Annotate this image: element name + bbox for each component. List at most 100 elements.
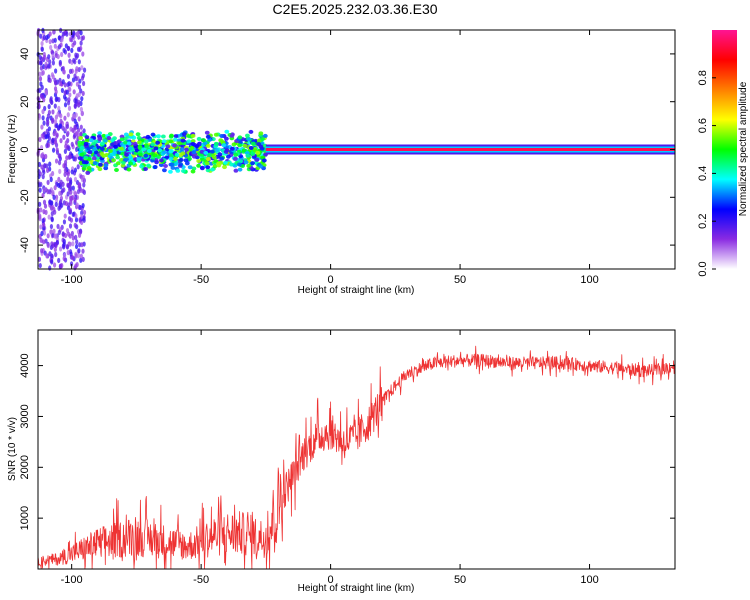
- noise-cell: [73, 156, 78, 162]
- signal-cell: [143, 153, 149, 158]
- noise-cell: [75, 93, 79, 99]
- signal-cell: [154, 160, 159, 165]
- signal-cell: [191, 150, 197, 155]
- noise-cell: [80, 65, 84, 71]
- noise-cell: [39, 144, 44, 151]
- noise-cell: [71, 113, 76, 119]
- signal-cell: [229, 133, 235, 138]
- spectrogram-panel: -100 -50 0 50 100 -40 -20 0 20 40 Height of stra…: [7, 27, 676, 296]
- signal-cell: [173, 162, 178, 167]
- colorbar-tick-label: 0.8: [697, 70, 709, 85]
- signal-cell: [172, 156, 178, 161]
- signal-cell: [86, 165, 92, 170]
- signal-cell: [128, 132, 134, 137]
- signal-cell: [205, 156, 211, 161]
- noise-cell: [81, 90, 85, 97]
- noise-cell: [57, 182, 61, 188]
- noise-cell: [50, 99, 54, 105]
- noise-cell: [71, 127, 75, 133]
- signal-cell: [172, 143, 177, 148]
- noise-cell: [44, 90, 48, 96]
- signal-cell: [137, 140, 142, 145]
- noise-cell: [66, 130, 70, 136]
- noise-cell: [60, 202, 64, 208]
- noise-cell: [71, 185, 75, 191]
- signal-cell: [216, 161, 222, 166]
- snr-x-tick-label: 0: [328, 574, 334, 586]
- signal-cell: [237, 135, 243, 140]
- signal-cell: [184, 147, 189, 152]
- noise-cell: [54, 158, 59, 164]
- noise-cell: [68, 223, 73, 229]
- noise-cell: [38, 87, 42, 93]
- signal-cell: [158, 163, 164, 168]
- signal-cell: [228, 162, 234, 167]
- noise-cell: [51, 243, 55, 249]
- signal-cell: [246, 137, 252, 142]
- signal-cell: [204, 161, 210, 166]
- noise-cell: [50, 211, 54, 217]
- signal-cell: [231, 142, 237, 147]
- noise-cell: [42, 239, 46, 245]
- noise-cell: [74, 54, 78, 60]
- noise-cell: [67, 81, 71, 87]
- signal-cell: [233, 152, 239, 157]
- noise-cell: [43, 163, 47, 169]
- noise-cell: [65, 31, 69, 37]
- noise-cell: [53, 119, 58, 125]
- noise-cell: [46, 113, 51, 119]
- noise-cell: [50, 259, 54, 265]
- signal-cell: [189, 145, 195, 150]
- noise-cell: [58, 122, 63, 128]
- signal-cell: [162, 168, 167, 173]
- signal-cell: [146, 163, 151, 168]
- signal-cell: [194, 144, 200, 149]
- snr-frame: [37, 329, 676, 570]
- noise-cell: [79, 124, 83, 130]
- noise-cell: [53, 37, 57, 43]
- signal-cell: [82, 163, 88, 168]
- signal-cell: [222, 165, 227, 170]
- signal-cell: [233, 156, 238, 161]
- signal-cell: [155, 140, 161, 145]
- noise-cell: [42, 199, 47, 205]
- noise-cell: [39, 33, 43, 39]
- signal-cell: [163, 163, 168, 168]
- signal-cell: [88, 138, 94, 143]
- noise-cell: [82, 67, 87, 73]
- noise-cell: [60, 263, 64, 269]
- signal-cell: [173, 134, 179, 139]
- snr-y-tick-label: 2000: [19, 455, 31, 479]
- noise-cell: [59, 118, 63, 124]
- noise-cell: [52, 29, 56, 35]
- noise-cell: [81, 51, 85, 57]
- signal-cell: [128, 161, 134, 166]
- signal-cell: [248, 145, 254, 150]
- noise-cell: [66, 191, 70, 197]
- signal-cell: [241, 148, 247, 153]
- signal-cell: [254, 157, 260, 162]
- signal-cell: [99, 151, 105, 156]
- noise-cell: [50, 205, 54, 211]
- noise-cell: [49, 176, 53, 183]
- noise-cell: [42, 209, 46, 215]
- noise-cell: [48, 161, 52, 167]
- signal-cell: [86, 146, 91, 151]
- signal-cell: [223, 160, 228, 165]
- noise-cell: [67, 216, 72, 222]
- spectrogram-x-tick-label: 0: [328, 274, 334, 286]
- snr-y-tick-label: 4000: [19, 353, 31, 377]
- signal-cell: [205, 143, 211, 148]
- signal-cell: [161, 150, 167, 155]
- noise-cell: [48, 31, 52, 37]
- noise-cell: [40, 164, 44, 170]
- signal-cell: [137, 152, 143, 157]
- noise-cell: [74, 213, 78, 219]
- noise-cell: [63, 167, 67, 173]
- signal-cell: [83, 141, 89, 146]
- spectrogram-y-tick-label: -40: [19, 237, 31, 253]
- signal-cell: [248, 129, 254, 134]
- signal-cell: [199, 165, 205, 170]
- noise-cell: [50, 72, 54, 78]
- noise-cell: [41, 94, 45, 100]
